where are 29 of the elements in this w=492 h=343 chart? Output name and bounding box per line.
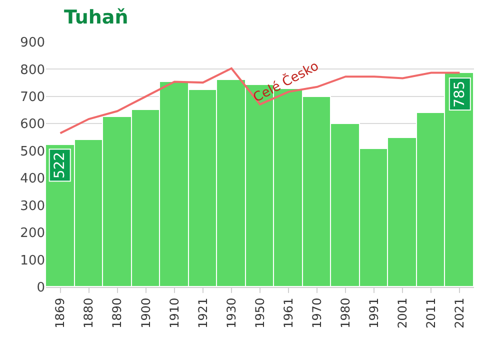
y-tick-label: 400: [20, 172, 45, 187]
y-tick-label: 300: [20, 198, 45, 214]
text: Celé Česko: [250, 57, 322, 106]
y-tick-label: 600: [20, 117, 45, 132]
y-tick-label: 800: [20, 62, 45, 78]
x-tick-label: 2011: [424, 298, 438, 328]
x-tick-label: 2001: [396, 298, 410, 328]
x-tick-label: 2021: [452, 298, 467, 328]
y-tick-label: 700: [20, 90, 45, 105]
x-tick-label: 1930: [224, 298, 238, 328]
y-tick-label: 200: [20, 226, 45, 242]
y-tick-label: 0: [36, 280, 45, 296]
data-label: 785: [452, 80, 468, 108]
x-tick-label: 1980: [338, 298, 352, 328]
y-tick-label: 900: [20, 36, 45, 51]
x-tick-label: 1991: [367, 298, 382, 328]
x-tick-label: 1921: [196, 298, 210, 328]
x-tick-label: 1910: [167, 298, 182, 328]
x-tick-label: 1961: [281, 298, 296, 328]
x-tick-label: 1900: [138, 298, 153, 328]
chart-title: Tuhaň: [64, 6, 128, 29]
x-tick-label: 1950: [252, 298, 267, 328]
x-tick-label: 1970: [310, 298, 324, 328]
y-tick-label: 500: [20, 144, 45, 160]
y-tick-label: 100: [20, 253, 45, 268]
x-tick-label: 1890: [110, 298, 124, 328]
data-label: 522: [52, 152, 68, 179]
x-tick-label: 1880: [82, 298, 96, 328]
x-tick-label: 1869: [53, 298, 68, 328]
